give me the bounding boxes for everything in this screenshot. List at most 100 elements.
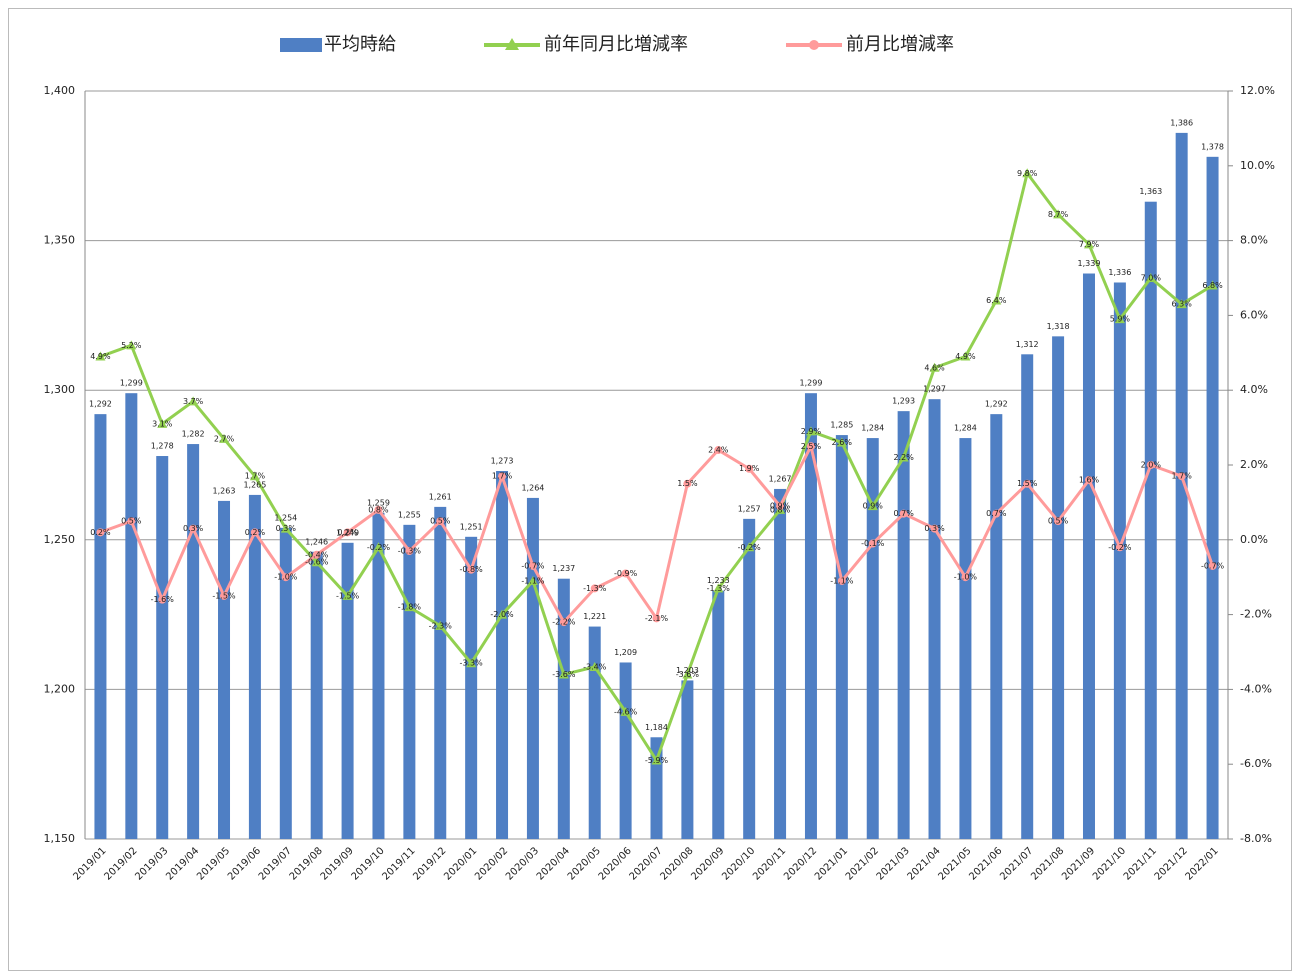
bar bbox=[1021, 354, 1034, 839]
marker bbox=[158, 595, 167, 604]
marker bbox=[898, 452, 909, 462]
data-label: 0.5% bbox=[430, 517, 451, 526]
marker bbox=[466, 658, 477, 668]
data-label: 0.7% bbox=[986, 509, 1007, 518]
bar bbox=[526, 497, 539, 839]
bar bbox=[1206, 156, 1219, 840]
marker bbox=[929, 362, 940, 372]
marker bbox=[590, 584, 599, 593]
legend-label: 前月比増減率 bbox=[846, 34, 954, 55]
bar bbox=[125, 393, 138, 839]
marker bbox=[745, 464, 754, 473]
data-label: -0.6% bbox=[305, 558, 329, 567]
bar bbox=[94, 414, 107, 839]
marker bbox=[899, 509, 908, 518]
marker bbox=[342, 590, 353, 600]
data-label: -0.1% bbox=[861, 539, 885, 548]
bar bbox=[897, 411, 910, 839]
data-label: 0.5% bbox=[121, 517, 142, 526]
bar bbox=[403, 524, 416, 839]
marker bbox=[219, 433, 230, 443]
bar bbox=[712, 590, 725, 839]
data-label: 4.6% bbox=[924, 363, 945, 372]
bar bbox=[434, 506, 447, 839]
y-tick-label: 1,350 bbox=[44, 234, 76, 247]
data-label: -1.1% bbox=[830, 576, 854, 585]
data-label: 1,318 bbox=[1047, 322, 1070, 331]
marker bbox=[373, 542, 384, 552]
data-label: 1,336 bbox=[1108, 268, 1131, 277]
data-label: -1.0% bbox=[274, 573, 298, 582]
data-label: 2.0% bbox=[1141, 461, 1162, 470]
bar bbox=[588, 626, 601, 839]
y-tick-label: 1,150 bbox=[44, 832, 76, 845]
data-label: 1,297 bbox=[923, 385, 946, 394]
marker bbox=[961, 573, 970, 582]
data-label: -3.4% bbox=[583, 662, 607, 671]
marker bbox=[683, 479, 692, 488]
bar bbox=[835, 435, 848, 839]
marker bbox=[651, 755, 662, 765]
legend-swatch bbox=[280, 38, 322, 52]
data-label: 1,339 bbox=[1078, 259, 1101, 268]
data-label: -2.0% bbox=[490, 610, 514, 619]
marker bbox=[1023, 479, 1032, 488]
data-label: 1,273 bbox=[491, 456, 514, 465]
marker bbox=[497, 609, 508, 619]
bar bbox=[557, 578, 570, 839]
bar bbox=[1082, 273, 1095, 840]
marker bbox=[467, 565, 476, 574]
bar bbox=[774, 488, 787, 839]
data-label: -2.1% bbox=[645, 614, 669, 623]
marker bbox=[559, 618, 568, 627]
bar bbox=[156, 456, 169, 839]
data-label: 1,292 bbox=[89, 400, 112, 409]
marker bbox=[189, 524, 198, 533]
data-label: 0.2% bbox=[337, 528, 358, 537]
marker bbox=[127, 517, 136, 526]
y2-tick-label: 10.0% bbox=[1240, 159, 1275, 172]
data-label: -0.7% bbox=[1201, 561, 1225, 570]
bar bbox=[743, 518, 756, 839]
data-label: -3.3% bbox=[460, 659, 484, 668]
data-label: 0.2% bbox=[90, 528, 111, 537]
marker bbox=[836, 437, 847, 447]
data-label: 5.2% bbox=[121, 341, 142, 350]
data-label: 2.7% bbox=[214, 434, 235, 443]
data-label: 1,299 bbox=[800, 379, 823, 388]
data-label: -5.9% bbox=[645, 756, 669, 765]
data-label: 1,265 bbox=[243, 480, 266, 489]
data-label: -1.5% bbox=[212, 591, 236, 600]
marker bbox=[527, 575, 538, 585]
marker bbox=[157, 418, 168, 428]
marker bbox=[96, 528, 105, 537]
data-label: 6.3% bbox=[1171, 300, 1192, 309]
data-label: 0.9% bbox=[863, 502, 884, 511]
data-label: 0.3% bbox=[276, 524, 297, 533]
data-label: 1,261 bbox=[429, 492, 452, 501]
data-label: 4.9% bbox=[955, 352, 976, 361]
data-label: 5.9% bbox=[1110, 315, 1131, 324]
data-label: 7.0% bbox=[1141, 274, 1162, 283]
data-label: 1,237 bbox=[552, 564, 575, 573]
bar bbox=[465, 536, 478, 839]
data-label: 1.7% bbox=[492, 472, 513, 481]
data-label: -1.8% bbox=[398, 603, 422, 612]
marker bbox=[1115, 543, 1124, 552]
data-label: 1,282 bbox=[182, 430, 205, 439]
marker bbox=[1145, 273, 1156, 282]
data-label: 1,254 bbox=[274, 513, 297, 522]
marker bbox=[1022, 168, 1033, 178]
bar bbox=[1113, 282, 1126, 839]
marker bbox=[250, 528, 259, 537]
marker bbox=[682, 669, 693, 679]
bar bbox=[959, 438, 972, 839]
bar bbox=[372, 512, 385, 839]
data-label: 0.9% bbox=[770, 502, 791, 511]
data-label: 3.1% bbox=[152, 419, 173, 428]
marker bbox=[311, 557, 322, 567]
data-label: 2.5% bbox=[801, 442, 822, 451]
y2-tick-label: 4.0% bbox=[1240, 383, 1268, 396]
data-label: -2.3% bbox=[429, 621, 453, 630]
